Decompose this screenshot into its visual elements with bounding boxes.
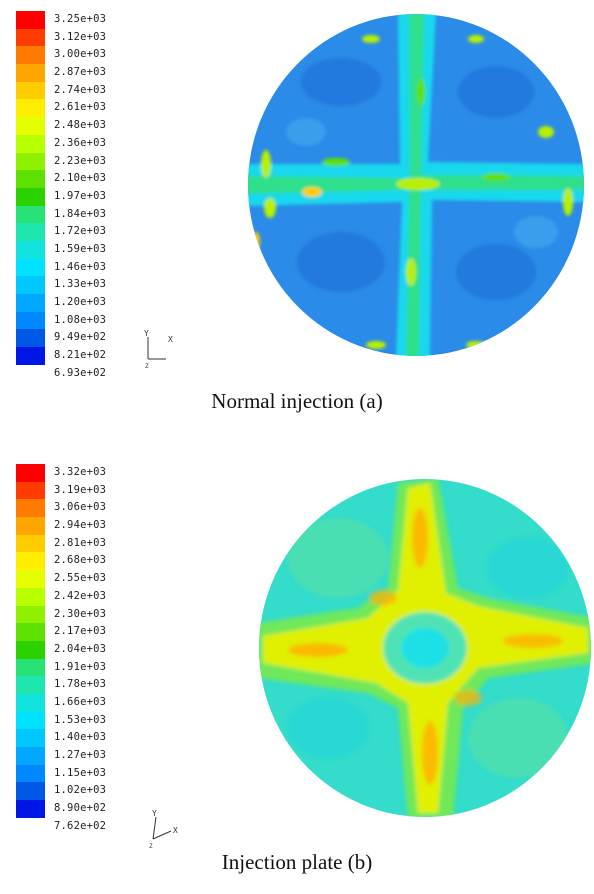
legend-swatch	[16, 64, 45, 82]
legend-tick-label: 2.68e+03	[54, 554, 107, 567]
legend-swatch	[16, 764, 45, 783]
figure-panel-b: 3.32e+03 3.19e+03 3.06e+03 2.94e+03 2.81e+03…	[0, 448, 594, 894]
legend-swatch	[16, 729, 45, 747]
legend-tick-label: 1.97e+03	[54, 189, 107, 202]
legend-tick-label: 1.02e+03	[54, 784, 107, 797]
legend-tick-label: 3.19e+03	[54, 483, 107, 496]
legend-tick-label: 6.93e+02	[54, 366, 107, 379]
legend-swatch	[16, 205, 45, 224]
legend-tick-label: 1.33e+03	[54, 278, 107, 291]
legend-swatch	[16, 81, 45, 100]
legend-swatch	[16, 747, 45, 765]
legend-swatch	[16, 11, 45, 29]
legend-swatch	[16, 329, 45, 348]
figure-panel-a: 3.25e+03 3.12e+03 3.00e+03 2.87e+03 2.74e+03…	[0, 0, 594, 440]
legend-tick-label: 2.94e+03	[54, 519, 107, 532]
legend-swatch	[16, 240, 45, 259]
legend-swatch	[16, 223, 45, 241]
legend-tick-label: 1.84e+03	[54, 207, 107, 220]
legend-swatch	[16, 117, 45, 135]
legend-swatch	[16, 170, 45, 188]
legend-swatch	[16, 658, 45, 677]
legend-tick-label: 3.32e+03	[54, 466, 107, 478]
legend-swatch	[16, 640, 45, 659]
legend-swatch	[16, 134, 45, 153]
legend-swatch	[16, 481, 45, 500]
legend-swatch	[16, 276, 45, 294]
legend-tick-label: 1.91e+03	[54, 660, 107, 673]
legend-tick-label: 1.78e+03	[54, 678, 107, 691]
legend-tick-label: 2.81e+03	[54, 536, 107, 549]
legend-swatch	[16, 258, 45, 277]
legend-swatch	[16, 605, 45, 624]
legend-swatch	[16, 693, 45, 712]
legend-swatch	[16, 800, 45, 818]
legend-tick-label: 1.66e+03	[54, 695, 107, 708]
axis-y-label: Y	[144, 329, 149, 338]
legend-tick-label: 2.17e+03	[54, 625, 107, 638]
legend-swatch	[16, 782, 45, 801]
legend-swatch	[16, 347, 45, 365]
axis-triad: Y X Z	[149, 809, 178, 849]
legend-swatch	[16, 587, 45, 606]
legend-swatch	[16, 711, 45, 730]
legend-tick-label: 2.36e+03	[54, 136, 107, 149]
legend-tick-label: 7.62e+02	[54, 819, 107, 832]
legend-tick-label: 1.53e+03	[54, 713, 107, 726]
legend-swatch	[16, 534, 45, 553]
legend-tick-label: 3.12e+03	[54, 30, 107, 43]
legend-tick-label: 1.15e+03	[54, 766, 107, 779]
legend-tick-label: 1.40e+03	[54, 731, 107, 744]
legend-tick-label: 8.90e+02	[54, 802, 107, 815]
legend-tick-label: 8.21e+02	[54, 349, 107, 362]
legend-swatch	[16, 294, 45, 312]
legend-swatch	[16, 517, 45, 535]
legend-tick-label: 3.25e+03	[54, 13, 107, 25]
legend-tick-label: 1.72e+03	[54, 225, 107, 238]
legend-swatch	[16, 499, 45, 518]
legend-tick-label: 2.87e+03	[54, 66, 107, 79]
legend-tick-label: 2.23e+03	[54, 154, 107, 167]
legend-swatch	[16, 676, 45, 694]
axis-x-label: X	[168, 335, 173, 344]
legend-swatch	[16, 187, 45, 206]
legend-tick-label: 1.08e+03	[54, 313, 107, 326]
legend-swatch	[16, 570, 45, 588]
legend-swatch	[16, 152, 45, 171]
legend-tick-label: 1.59e+03	[54, 242, 107, 255]
legend-tick-label: 9.49e+02	[54, 331, 107, 344]
axis-y-label: Y	[152, 809, 157, 818]
legend-swatch	[16, 623, 45, 641]
legend-tick-label: 2.55e+03	[54, 572, 107, 585]
temperature-contour-plot	[248, 14, 584, 356]
legend-tick-label: 2.04e+03	[54, 642, 107, 655]
figure-caption: Normal injection (a)	[211, 389, 383, 413]
temperature-contour-plot	[259, 479, 591, 817]
legend-swatch	[16, 552, 45, 571]
legend-tick-label: 2.42e+03	[54, 589, 107, 602]
legend-tick-label: 2.48e+03	[54, 119, 107, 132]
axis-triad: Y X Z	[144, 329, 173, 369]
legend-tick-label: 2.10e+03	[54, 172, 107, 185]
legend-swatch	[16, 311, 45, 330]
axis-z-label: Z	[149, 843, 153, 849]
legend-tick-label: 1.20e+03	[54, 296, 107, 308]
legend-swatch	[16, 46, 45, 65]
legend-swatch	[16, 99, 45, 118]
legend-tick-label: 3.06e+03	[54, 501, 107, 514]
legend-tick-label: 2.30e+03	[54, 607, 107, 620]
legend-tick-label: 3.00e+03	[54, 48, 107, 61]
legend-tick-label: 1.27e+03	[54, 749, 107, 761]
axis-x-label: X	[173, 826, 178, 835]
legend-tick-label: 1.46e+03	[54, 260, 107, 273]
legend-tick-label: 2.61e+03	[54, 101, 107, 114]
legend-swatch	[16, 464, 45, 482]
legend-tick-label: 2.74e+03	[54, 83, 107, 96]
figure-caption: Injection plate (b)	[221, 850, 373, 874]
legend-swatch	[16, 28, 45, 47]
axis-z-label: Z	[145, 363, 149, 369]
